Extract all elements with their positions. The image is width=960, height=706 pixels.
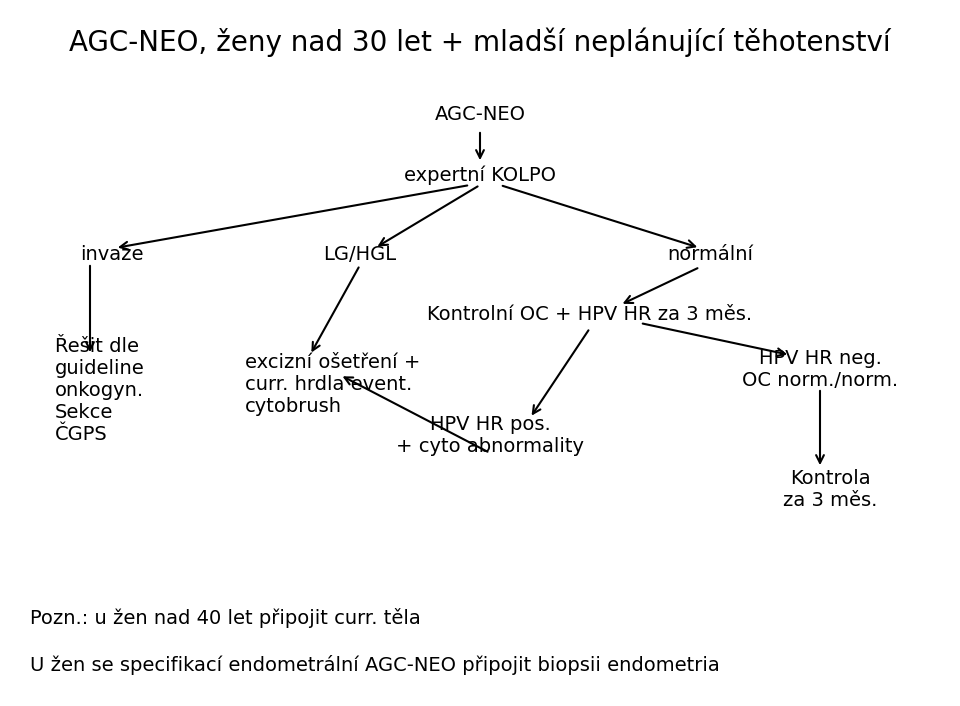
Text: HPV HR pos.
+ cyto abnormality: HPV HR pos. + cyto abnormality	[396, 414, 584, 455]
Text: normální: normální	[667, 246, 753, 265]
Text: Kontrola
za 3 měs.: Kontrola za 3 měs.	[782, 469, 877, 510]
Text: Pozn.: u žen nad 40 let připojit curr. těla: Pozn.: u žen nad 40 let připojit curr. t…	[30, 608, 420, 628]
Text: Řešit dle
guideline
onkogyn.
Sekce
ČGPS: Řešit dle guideline onkogyn. Sekce ČGPS	[55, 337, 145, 443]
Text: HPV HR neg.
OC norm./norm.: HPV HR neg. OC norm./norm.	[742, 349, 898, 390]
Text: AGC-NEO, ženy nad 30 let + mladší neplánující těhotenství: AGC-NEO, ženy nad 30 let + mladší neplán…	[69, 28, 891, 56]
Text: LG/HGL: LG/HGL	[324, 246, 396, 265]
Text: U žen se specifikací endometrální AGC-NEO připojit biopsii endometria: U žen se specifikací endometrální AGC-NE…	[30, 655, 720, 675]
Text: expertní KOLPO: expertní KOLPO	[404, 165, 556, 185]
Text: AGC-NEO: AGC-NEO	[435, 105, 525, 124]
Text: invaze: invaze	[80, 246, 143, 265]
Text: excizní ošetření +
curr. hrdla event.
cytobrush: excizní ošetření + curr. hrdla event. cy…	[245, 354, 420, 417]
Text: Kontrolní OC + HPV HR za 3 měs.: Kontrolní OC + HPV HR za 3 měs.	[427, 306, 753, 325]
